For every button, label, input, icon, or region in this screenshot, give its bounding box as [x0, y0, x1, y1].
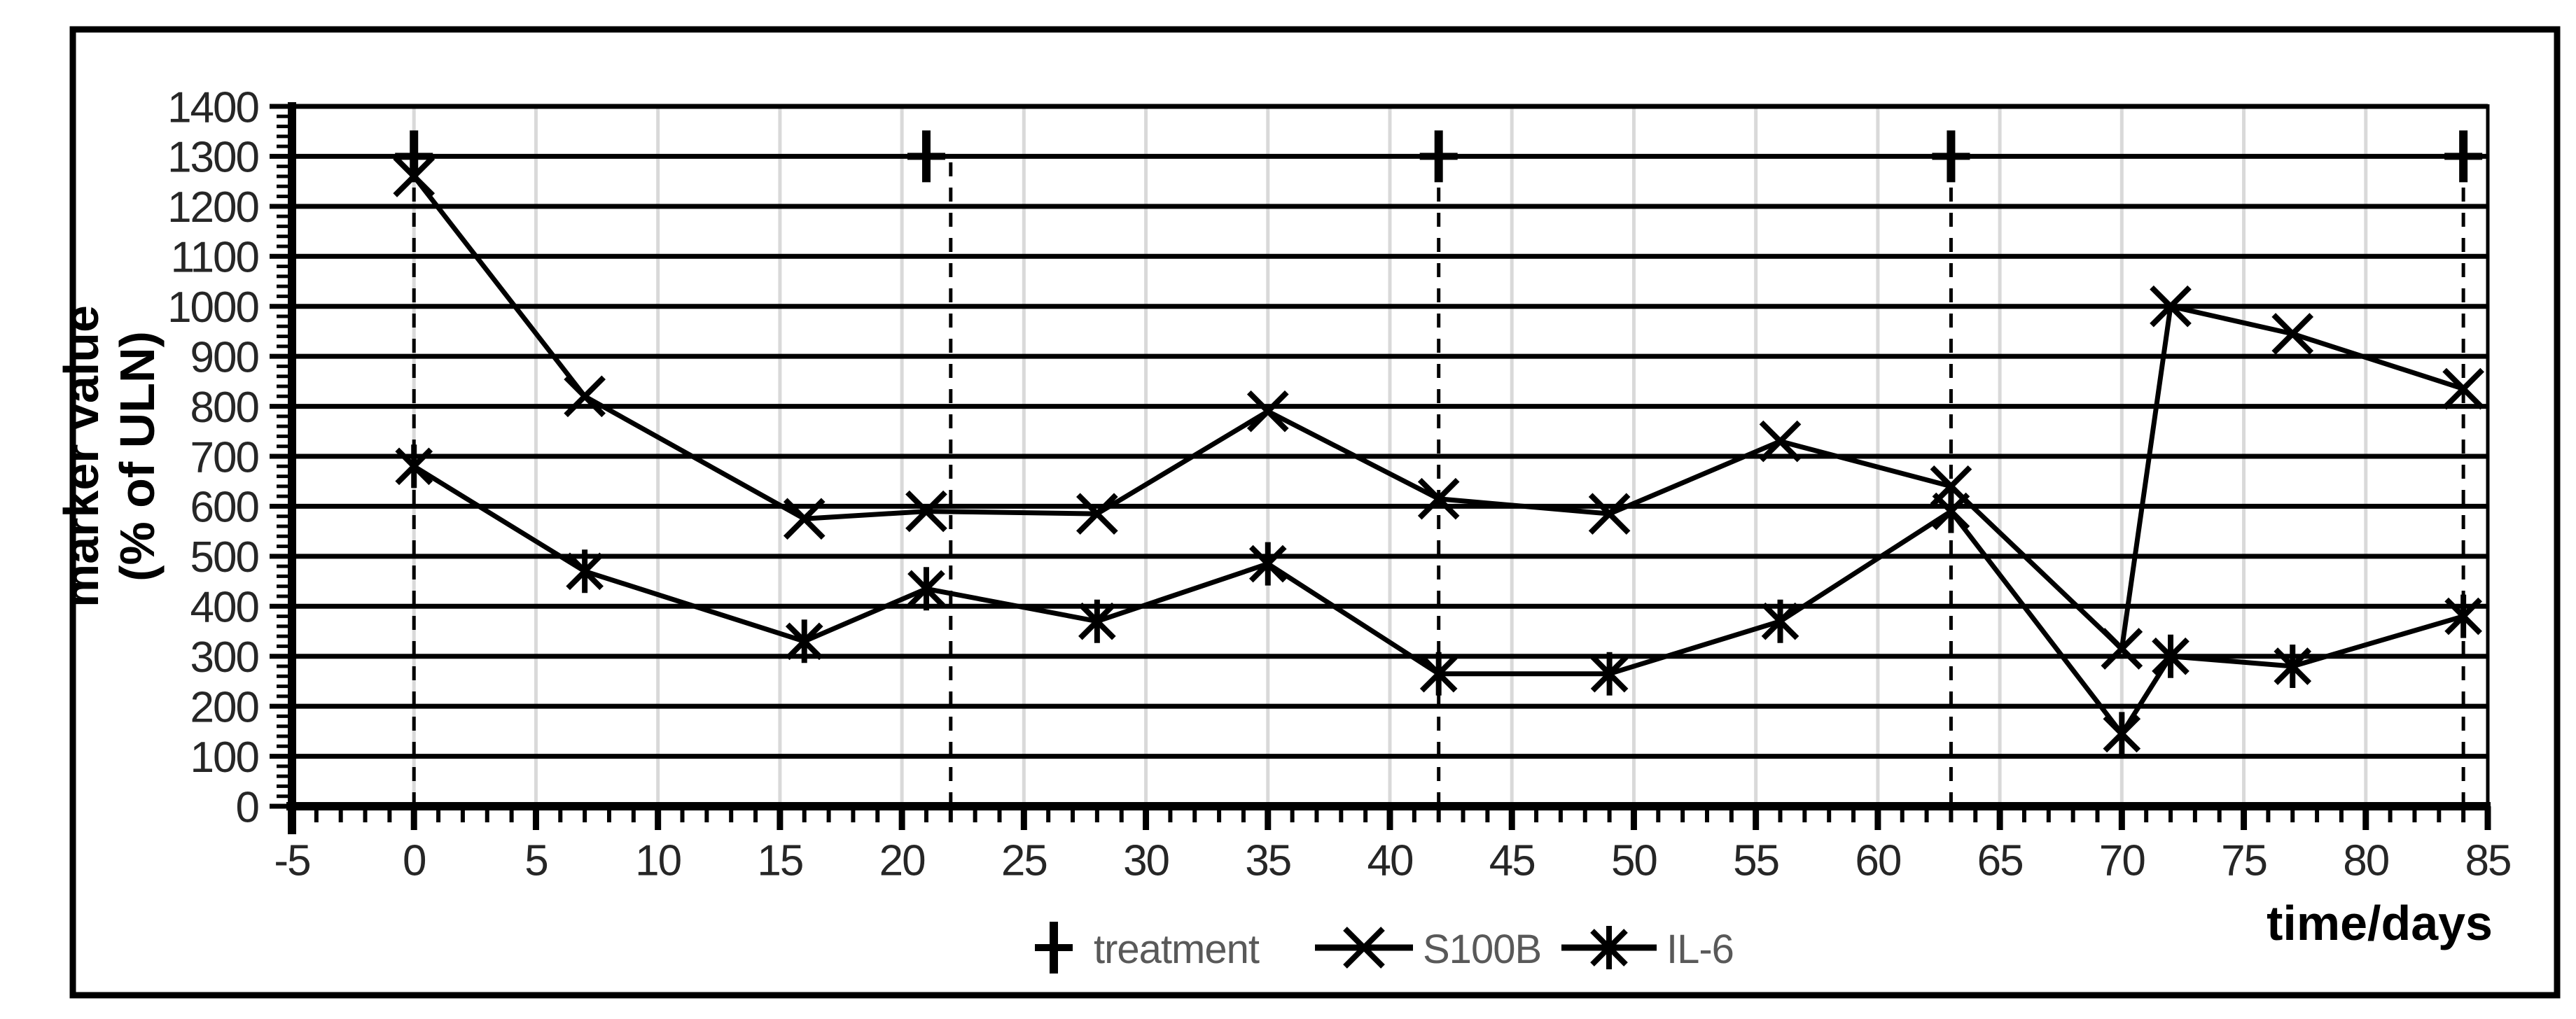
- x-tick-label: -5: [274, 836, 309, 885]
- x-axis-ticks: [288, 806, 2491, 830]
- S100B-marker: [2271, 313, 2314, 355]
- IL-6-marker: [1761, 599, 1799, 643]
- S100B-marker: [2150, 285, 2192, 328]
- x-axis-title: time/days: [2267, 896, 2493, 950]
- treatment-marker: [907, 130, 945, 183]
- series-il-6: [395, 444, 2482, 756]
- legend-label: S100B: [1423, 927, 1541, 972]
- y-tick-label: 800: [190, 384, 259, 432]
- x-tick-label: 45: [1489, 836, 1535, 885]
- series-markers-IL-6: [395, 444, 2482, 756]
- x-tick-label: 20: [879, 836, 925, 885]
- x-tick-label: 15: [757, 836, 802, 885]
- legend-label: IL-6: [1666, 927, 1734, 972]
- IL-6-marker: [1932, 489, 1970, 533]
- legend: treatment S100B IL-6: [1035, 922, 1734, 974]
- treatment-marker: [2444, 130, 2483, 183]
- IL-6-marker: [2152, 634, 2189, 678]
- IL-6-marker: [907, 567, 945, 611]
- x-tick-label: 70: [2099, 836, 2145, 885]
- S100B-marker: [1246, 390, 1289, 433]
- y-tick-label: 600: [190, 484, 259, 532]
- legend-item-treatment: treatment: [1035, 922, 1260, 974]
- x-tick-label: 35: [1245, 836, 1290, 885]
- S100B-marker: [905, 490, 947, 533]
- legend-marker-plus: [1035, 922, 1073, 974]
- IL-6-marker: [2103, 712, 2141, 756]
- y-tick-label: 200: [190, 683, 259, 731]
- y-tick-label: 1400: [167, 83, 258, 132]
- y-tick-label: 700: [190, 433, 259, 482]
- S100B-marker: [564, 375, 606, 418]
- y-axis-ticks: [270, 104, 292, 809]
- x-tick-label: 80: [2343, 836, 2388, 885]
- series-line-IL-6: [412, 464, 2465, 736]
- y-tick-label: 500: [190, 533, 259, 582]
- x-tick-label: 55: [1733, 836, 1778, 885]
- y-tick-label: 1000: [167, 283, 258, 332]
- IL-6-marker: [785, 619, 823, 663]
- S100B-marker: [783, 498, 826, 540]
- y-tick-label: 1100: [171, 234, 259, 282]
- IL-6-marker: [1419, 652, 1458, 696]
- treatment-dashed-lines: [412, 156, 2465, 806]
- x-tick-label: 40: [1367, 836, 1413, 885]
- S100B-marker: [1759, 420, 1802, 463]
- series-markers-treatment: [395, 130, 2483, 183]
- y-tick-label: 1200: [167, 183, 258, 232]
- IL-6-marker: [1078, 599, 1116, 643]
- x-tick-label: 65: [1977, 836, 2023, 885]
- legend-label: treatment: [1094, 927, 1260, 972]
- y-tick-label: 1300: [167, 134, 258, 182]
- y-tick-label: 900: [190, 333, 259, 381]
- IL-6-marker: [395, 444, 433, 489]
- y-tick-label: 0: [236, 783, 259, 831]
- series-line-S100B: [412, 174, 2465, 652]
- S100B-marker: [1076, 493, 1118, 535]
- legend-marker-asterisk: [1590, 926, 1628, 969]
- x-tick-label: 60: [1855, 836, 1900, 885]
- legend-marker-x: [1343, 927, 1385, 969]
- IL-6-marker: [1248, 542, 1287, 586]
- x-tick-label: 25: [1001, 836, 1047, 885]
- y-axis-title-line: marker value: [54, 305, 109, 607]
- x-tick-labels: -5 0 5 10 15 20 25 30 35 40 45 50 55 60 65 70 75 80 85: [274, 836, 2512, 885]
- x-tick-label: 5: [524, 836, 547, 885]
- treatment-marker: [1932, 130, 1970, 183]
- y-tick-label: 100: [190, 733, 259, 782]
- x-tick-label: 30: [1123, 836, 1169, 885]
- treatment-marker: [1419, 130, 1458, 183]
- y-tick-label: 300: [190, 633, 259, 682]
- horizontal-gridlines: [292, 104, 2488, 759]
- S100B-marker: [2442, 367, 2484, 410]
- x-tick-label: 0: [403, 836, 426, 885]
- series-treatment: [395, 130, 2483, 183]
- IL-6-marker: [2274, 645, 2312, 688]
- y-axis-title: marker value (% of ULN): [54, 305, 165, 607]
- x-tick-label: 10: [635, 836, 681, 885]
- IL-6-marker: [2444, 594, 2482, 638]
- x-tick-label: 85: [2465, 836, 2511, 885]
- legend-item-s100b: S100B: [1315, 927, 1542, 972]
- x-tick-label: 50: [1611, 836, 1657, 885]
- y-tick-labels: 0100200300400500600700800900100011001200…: [167, 83, 260, 831]
- S100B-marker: [1417, 477, 1460, 520]
- S100B-marker: [393, 155, 436, 197]
- outer-border: [69, 26, 2561, 999]
- S100B-marker: [1588, 493, 1631, 535]
- legend-item-il-6: IL-6: [1561, 926, 1734, 972]
- IL-6-marker: [566, 549, 604, 593]
- IL-6-marker: [1590, 652, 1629, 696]
- y-tick-label: 400: [190, 584, 259, 632]
- S100B-marker: [2101, 628, 2143, 670]
- x-tick-label: 75: [2221, 836, 2267, 885]
- y-axis-title-line: (% of ULN): [110, 331, 165, 582]
